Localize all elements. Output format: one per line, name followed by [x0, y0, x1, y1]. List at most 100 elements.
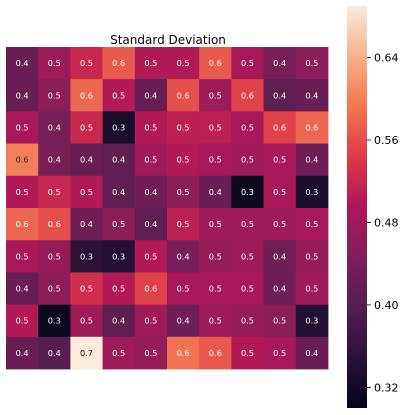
colorbar-tick-label: 0.56 — [374, 134, 399, 147]
heatmap-cell — [38, 79, 71, 112]
cell-value-label: 0.7 — [80, 348, 93, 358]
heatmap-cell — [38, 143, 71, 177]
cell-value-label: 0.4 — [16, 348, 29, 358]
heatmap-cell — [263, 175, 297, 209]
cell-value-label: 0.5 — [48, 251, 61, 261]
cell-value-label: 0.4 — [273, 58, 286, 68]
cell-value-label: 0.5 — [48, 58, 61, 68]
heatmap-cell — [134, 175, 168, 209]
cell-value-label: 0.4 — [273, 90, 286, 100]
cell-value-label: 0.5 — [48, 90, 61, 100]
cell-value-label: 0.5 — [177, 123, 190, 133]
heatmap-cell — [263, 79, 297, 112]
colorbar-tick-label: 0.32 — [374, 381, 399, 394]
heatmap-cell — [38, 111, 71, 144]
heatmap-cell — [199, 111, 232, 144]
cell-value-label: 0.5 — [241, 155, 254, 165]
heatmap-cell — [167, 272, 200, 305]
cell-value-label: 0.5 — [80, 187, 93, 197]
heatmap-cell — [6, 47, 39, 80]
heatmap-cell — [6, 79, 39, 112]
heatmap-cell — [167, 79, 200, 112]
heatmap-cell — [167, 143, 200, 177]
heatmap-cell — [295, 143, 329, 177]
heatmap-cell — [263, 272, 297, 305]
heatmap-cell — [38, 175, 71, 209]
heatmap-cell — [38, 240, 71, 273]
heatmap-cell — [70, 79, 103, 112]
cell-value-label: 0.5 — [241, 348, 254, 358]
heatmap-cell — [199, 240, 232, 273]
heatmap-cell — [102, 240, 136, 273]
cell-value-label: 0.5 — [144, 123, 157, 133]
cell-value-label: 0.5 — [177, 155, 190, 165]
cell-value-label: 0.6 — [48, 219, 61, 229]
heatmap-cell — [199, 208, 232, 241]
heatmap-cell — [134, 208, 168, 241]
heatmap-cell — [231, 336, 264, 370]
cell-value-label: 0.5 — [241, 316, 254, 326]
cell-value-label: 0.4 — [80, 219, 93, 229]
cell-value-label: 0.5 — [80, 284, 93, 294]
heatmap-cell — [167, 111, 200, 144]
heatmap-cell — [6, 111, 39, 144]
heatmap-cell — [134, 304, 168, 338]
cell-value-label: 0.4 — [80, 155, 93, 165]
heatmap-cell — [134, 272, 168, 305]
heatmap-cell — [134, 336, 168, 370]
heatmap-cell — [70, 272, 103, 305]
heatmap-cell — [295, 272, 329, 305]
heatmap-cell — [263, 111, 297, 144]
cell-value-label: 0.5 — [112, 219, 125, 229]
cell-value-label: 0.5 — [209, 251, 222, 261]
cell-value-label: 0.3 — [305, 316, 318, 326]
cell-value-label: 0.4 — [209, 187, 222, 197]
cell-value-label: 0.4 — [112, 316, 125, 326]
heatmap-cell — [263, 304, 297, 338]
heatmap-cell — [295, 111, 329, 144]
heatmap-cell — [134, 111, 168, 144]
cell-value-label: 0.4 — [305, 90, 318, 100]
cell-value-label: 0.5 — [177, 284, 190, 294]
heatmap-cell — [38, 336, 71, 370]
cell-value-label: 0.3 — [241, 187, 254, 197]
heatmap-cell — [6, 208, 39, 241]
cell-value-label: 0.5 — [305, 219, 318, 229]
heatmap-cell — [102, 79, 136, 112]
cell-value-label: 0.4 — [48, 348, 61, 358]
colorbar-tick-label: 0.48 — [374, 216, 399, 229]
heatmap-cell — [102, 272, 136, 305]
cell-value-label: 0.5 — [144, 58, 157, 68]
heatmap-cell — [6, 304, 39, 338]
heatmap-cell — [263, 208, 297, 241]
heatmap-cell — [199, 272, 232, 305]
cell-value-label: 0.6 — [144, 284, 157, 294]
cell-value-label: 0.4 — [16, 90, 29, 100]
colorbar-tick-label: 0.64 — [374, 52, 399, 65]
cell-value-label: 0.6 — [273, 123, 286, 133]
cell-value-label: 0.3 — [112, 251, 125, 261]
cell-value-label: 0.5 — [209, 155, 222, 165]
heatmap-cell — [295, 79, 329, 112]
heatmap-cell — [134, 47, 168, 80]
cell-value-label: 0.5 — [112, 90, 125, 100]
heatmap-cells: 0.4 0.5 0.5 0.6 0.5 0.5 0.6 0.5 0.4 0.5 0.4 0.5 0.6 0… — [6, 47, 329, 370]
cell-value-label: 0.5 — [273, 348, 286, 358]
heatmap-cell — [6, 175, 39, 209]
heatmap-cell — [295, 304, 329, 338]
heatmap-cell — [295, 208, 329, 241]
cell-value-label: 0.5 — [16, 123, 29, 133]
cell-value-label: 0.5 — [16, 316, 29, 326]
cell-value-label: 0.4 — [112, 155, 125, 165]
cell-value-label: 0.4 — [112, 187, 125, 197]
cell-value-label: 0.5 — [241, 284, 254, 294]
heatmap-cell — [295, 336, 329, 370]
heatmap-cell — [102, 336, 136, 370]
cell-value-label: 0.3 — [80, 251, 93, 261]
heatmap-cell — [6, 240, 39, 273]
heatmap-cell — [263, 143, 297, 177]
heatmap-cell — [199, 175, 232, 209]
heatmap-cell — [167, 336, 200, 370]
cell-value-label: 0.6 — [305, 123, 318, 133]
